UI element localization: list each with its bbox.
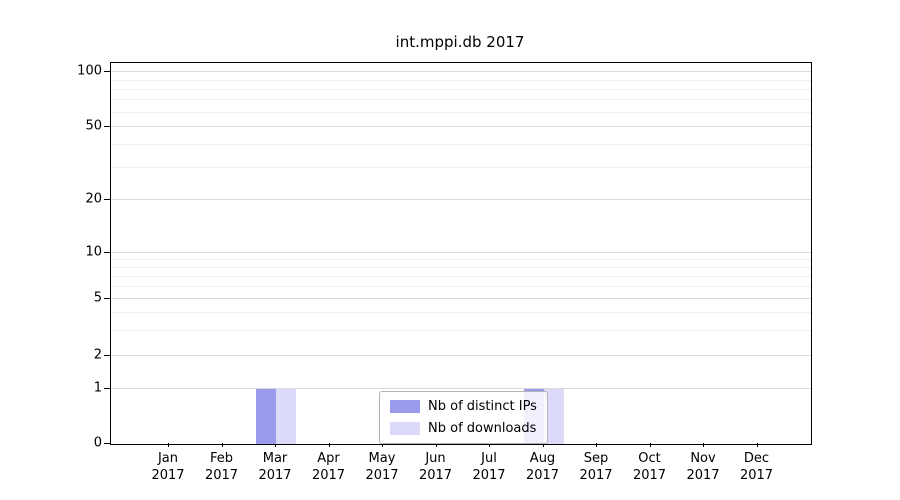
minor-gridline bbox=[111, 99, 811, 101]
legend-swatch bbox=[390, 422, 420, 435]
x-tick-year: 2017 bbox=[204, 467, 239, 483]
x-tick-year: 2017 bbox=[525, 467, 560, 483]
y-tick-mark bbox=[104, 388, 110, 390]
major-gridline bbox=[111, 298, 811, 300]
y-tick-label: 50 bbox=[85, 118, 102, 134]
minor-gridline bbox=[111, 266, 811, 268]
x-tick-label: Nov 2017 bbox=[686, 451, 719, 485]
x-tick-month: Jun bbox=[425, 451, 446, 466]
y-tick-label: 5 bbox=[93, 290, 102, 306]
x-tick-year: 2017 bbox=[579, 467, 613, 483]
x-tick-year: 2017 bbox=[151, 467, 185, 483]
x-tick-month: May bbox=[368, 451, 396, 466]
legend-entry: Nb of downloads bbox=[390, 421, 537, 436]
x-tick-month: Apr bbox=[317, 451, 340, 466]
minor-gridline bbox=[111, 88, 811, 90]
x-tick-year: 2017 bbox=[472, 467, 506, 483]
x-tick-label: Jul 2017 bbox=[472, 451, 505, 485]
major-gridline bbox=[111, 126, 811, 128]
x-tick-mark bbox=[382, 443, 383, 447]
minor-gridline bbox=[111, 311, 811, 313]
x-tick-year: 2017 bbox=[311, 467, 346, 483]
y-tick-mark bbox=[104, 126, 110, 127]
x-tick-label: Jan 2017 bbox=[151, 451, 184, 485]
x-tick-mark bbox=[542, 443, 544, 447]
x-tick-month: Feb bbox=[209, 451, 234, 466]
x-tick-month: Jan bbox=[157, 451, 179, 466]
y-tick-mark bbox=[104, 252, 110, 254]
major-gridline bbox=[111, 252, 811, 254]
y-tick-label: 100 bbox=[77, 63, 102, 79]
y-tick-mark bbox=[104, 298, 110, 300]
minor-gridline bbox=[111, 258, 811, 260]
x-tick-year: 2017 bbox=[418, 467, 453, 483]
legend-label: Nb of distinct IPs bbox=[428, 399, 537, 414]
x-tick-label: Apr 2017 bbox=[312, 451, 345, 485]
x-tick-year: 2017 bbox=[686, 467, 720, 483]
x-tick-label: May 2017 bbox=[365, 451, 398, 485]
bar-nb-of-downloads-aug bbox=[543, 389, 564, 444]
x-tick-mark bbox=[328, 443, 330, 447]
minor-gridline bbox=[111, 111, 811, 113]
minor-gridline bbox=[111, 79, 811, 81]
x-tick-month: Mar bbox=[262, 451, 288, 466]
x-tick-month: Dec bbox=[743, 451, 770, 466]
y-tick-mark bbox=[104, 443, 110, 444]
x-tick-label: Mar 2017 bbox=[258, 451, 291, 485]
x-tick-mark bbox=[221, 443, 223, 447]
chart-title: int.mppi.db 2017 bbox=[395, 33, 525, 51]
x-tick-label: Dec 2017 bbox=[740, 451, 773, 485]
y-tick-mark bbox=[104, 71, 110, 73]
minor-gridline bbox=[111, 166, 811, 168]
x-tick-year: 2017 bbox=[365, 467, 399, 483]
y-tick-label: 0 bbox=[93, 435, 102, 451]
x-tick-month: Sep bbox=[583, 451, 609, 466]
y-tick-label: 2 bbox=[93, 347, 102, 363]
x-tick-mark bbox=[596, 443, 597, 447]
x-tick-label: Sep 2017 bbox=[579, 451, 612, 485]
major-gridline bbox=[111, 355, 811, 356]
major-gridline bbox=[111, 71, 811, 73]
y-tick-label: 20 bbox=[85, 191, 102, 207]
x-tick-year: 2017 bbox=[739, 467, 774, 483]
x-axis: Jan 2017 Feb 2017 Mar 2017 Apr 2017 May 2017 Jun 20… bbox=[110, 447, 810, 487]
bar-nb-of-distinct-ips-mar bbox=[256, 389, 276, 444]
x-tick-mark bbox=[435, 443, 437, 447]
legend-swatch bbox=[390, 400, 420, 413]
major-gridline bbox=[111, 199, 811, 201]
x-tick-month: Oct bbox=[638, 451, 661, 466]
x-tick-mark bbox=[649, 443, 651, 447]
minor-gridline bbox=[111, 286, 811, 288]
y-tick-mark bbox=[104, 199, 110, 201]
x-tick-month: Jul bbox=[481, 451, 497, 466]
x-tick-label: Jun 2017 bbox=[419, 451, 452, 485]
legend-entry: Nb of distinct IPs bbox=[390, 399, 537, 414]
plot-area: Nb of distinct IPs Nb of downloads bbox=[110, 62, 812, 445]
y-tick-label: 1 bbox=[93, 380, 102, 396]
major-gridline bbox=[111, 388, 811, 390]
legend: Nb of distinct IPs Nb of downloads bbox=[379, 391, 548, 444]
minor-gridline bbox=[111, 143, 811, 145]
x-tick-mark bbox=[168, 443, 169, 447]
bar-nb-of-downloads-mar bbox=[276, 389, 296, 444]
x-tick-mark bbox=[275, 443, 276, 447]
x-tick-year: 2017 bbox=[632, 467, 667, 483]
legend-label: Nb of downloads bbox=[428, 421, 537, 436]
x-tick-label: Oct 2017 bbox=[633, 451, 666, 485]
minor-gridline bbox=[111, 275, 811, 277]
minor-gridline bbox=[111, 329, 811, 331]
x-tick-mark bbox=[489, 443, 490, 447]
x-tick-mark bbox=[756, 443, 758, 447]
x-tick-month: Aug bbox=[529, 451, 556, 466]
x-tick-label: Feb 2017 bbox=[205, 451, 238, 485]
x-tick-year: 2017 bbox=[258, 467, 292, 483]
y-tick-label: 10 bbox=[85, 244, 102, 260]
x-tick-label: Aug 2017 bbox=[526, 451, 559, 485]
y-axis: 0 1 2 5 10 20 50 100 bbox=[0, 62, 102, 451]
x-tick-month: Nov bbox=[690, 451, 716, 466]
x-tick-mark bbox=[703, 443, 704, 447]
y-tick-mark bbox=[104, 354, 110, 356]
